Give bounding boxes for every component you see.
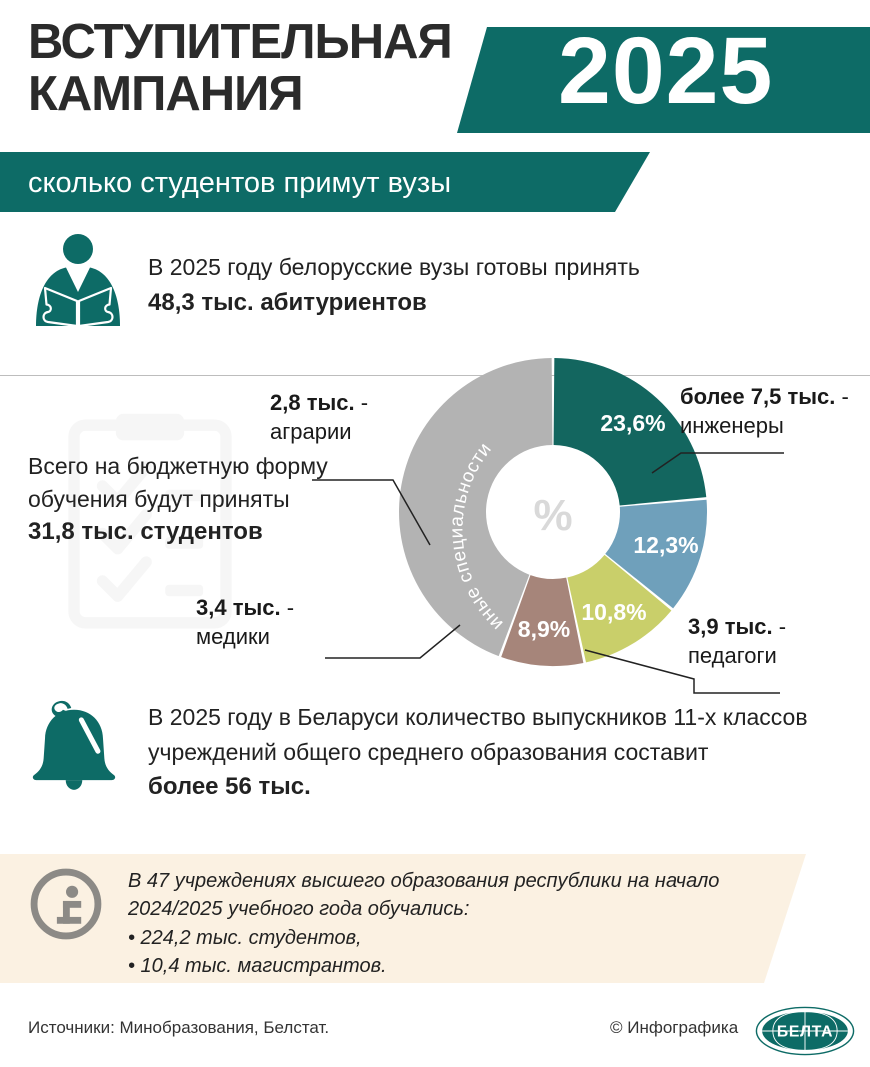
svg-text:БЕЛТА: БЕЛТА	[777, 1024, 833, 1041]
svg-text:иные специальности: иные специальности	[446, 439, 507, 635]
